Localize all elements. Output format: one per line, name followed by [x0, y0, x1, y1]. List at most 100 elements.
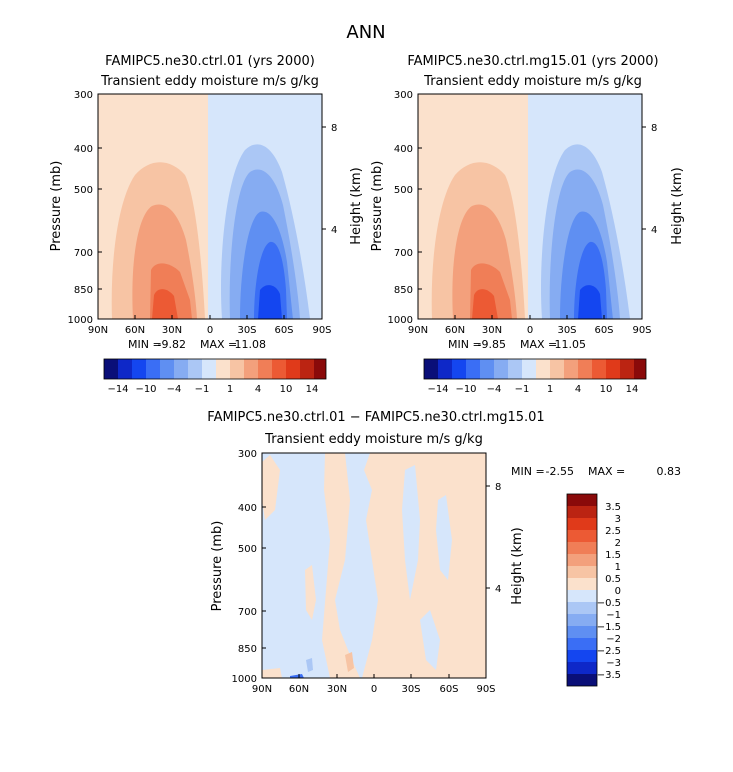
p1-xtick-6: 90S	[312, 325, 331, 336]
p3-pos-5	[262, 668, 282, 678]
figure-title: ANN	[346, 22, 385, 43]
p3-cb-label-14: −3.5	[597, 670, 621, 681]
p2-cb-box-9	[550, 359, 564, 379]
p1-cb-label-7: 14	[306, 384, 319, 395]
p2-cb-box-2	[452, 359, 466, 379]
p3-y2tick-1: 4	[495, 584, 501, 595]
p1-pos-5	[152, 289, 178, 319]
p2-cb-box-4	[480, 359, 494, 379]
p3-cb-label-7: 0	[615, 586, 621, 597]
p3-max-value: 0.83	[657, 465, 682, 478]
p3-xtick-4: 30S	[401, 684, 420, 695]
p2-cb-label-6: 10	[600, 384, 613, 395]
p2-xtick-1: 60N	[445, 325, 465, 336]
p1-cb-box-10	[244, 359, 258, 379]
p2-cb-box-3	[466, 359, 480, 379]
p1-min-label: MIN =	[128, 338, 162, 351]
p2-xtick-5: 60S	[594, 325, 613, 336]
p3-ylabel: Pressure (mb)	[210, 521, 225, 612]
p1-cb-box-9	[230, 359, 244, 379]
p1-xtick-0: 90N	[88, 325, 108, 336]
p2-y2label: Height (km)	[670, 167, 685, 244]
p2-xtick-2: 30N	[482, 325, 502, 336]
p1-cb-box-8	[216, 359, 230, 379]
p1-cb-box-13	[286, 359, 300, 379]
panel-3-contour-field	[262, 453, 486, 678]
p1-cb-box-1	[118, 359, 132, 379]
panel-1-contour-field	[98, 94, 322, 319]
p2-max-value: 11.05	[555, 338, 587, 351]
p3-ytick-1: 400	[238, 503, 257, 514]
p2-cb-box-14	[620, 359, 634, 379]
p3-neg-in-pos-3	[420, 610, 440, 670]
p3-xtick-6: 90S	[476, 684, 495, 695]
p1-cb-box-6	[188, 359, 202, 379]
p1-xtick-5: 60S	[274, 325, 293, 336]
p3-cb-label-3: 2	[615, 538, 621, 549]
p2-cb-box-6	[508, 359, 522, 379]
p1-xtick-4: 30S	[237, 325, 256, 336]
p2-cb-label-0: −14	[427, 384, 448, 395]
panel-1: FAMIPC5.ne30.ctrl.01 (yrs 2000) Transien…	[49, 54, 364, 395]
p2-cb-box-10	[564, 359, 578, 379]
p3-neg-3	[290, 674, 304, 678]
panel-3-title: FAMIPC5.ne30.ctrl.01 − FAMIPC5.ne30.ctrl…	[207, 410, 544, 425]
p1-cb-label-0: −14	[107, 384, 128, 395]
p3-y2tick-0: 8	[495, 482, 501, 493]
p3-neg-2	[306, 658, 313, 672]
p3-ytick-0: 300	[238, 449, 257, 460]
p1-ytick-5: 1000	[68, 315, 93, 326]
p2-cb-box-15	[634, 359, 646, 379]
p1-cb-label-3: −1	[195, 384, 210, 395]
p3-cb-box-8	[567, 590, 597, 602]
p2-cb-box-13	[606, 359, 620, 379]
p1-cb-label-4: 1	[227, 384, 233, 395]
p3-cb-label-12: −2.5	[597, 646, 621, 657]
p2-cb-box-1	[438, 359, 452, 379]
p1-xtick-3: 0	[207, 325, 213, 336]
p3-xtick-1: 60N	[289, 684, 309, 695]
p1-cb-label-1: −10	[135, 384, 156, 395]
p3-xtick-5: 60S	[439, 684, 458, 695]
p3-cb-label-4: 1.5	[605, 550, 621, 561]
p3-ytick-3: 700	[238, 607, 257, 618]
p2-y2tick-0: 8	[651, 123, 657, 134]
p3-cb-label-0: 3.5	[605, 502, 621, 513]
p1-xtick-1: 60N	[125, 325, 145, 336]
p3-cb-box-9	[567, 602, 597, 614]
p2-ytick-5: 1000	[388, 315, 413, 326]
p3-ytick-4: 850	[238, 644, 257, 655]
p1-ytick-3: 700	[74, 248, 93, 259]
p1-cb-box-11	[258, 359, 272, 379]
panel-3: FAMIPC5.ne30.ctrl.01 − FAMIPC5.ne30.ctrl…	[207, 410, 681, 695]
p3-pos-2	[322, 453, 360, 678]
p3-cb-label-13: −3	[606, 658, 621, 669]
p2-xtick-0: 90N	[408, 325, 428, 336]
p1-ylabel: Pressure (mb)	[49, 161, 64, 252]
p3-y2label: Height (km)	[510, 527, 525, 604]
p1-y2tick-0: 8	[331, 123, 337, 134]
p3-cb-label-11: −2	[606, 634, 621, 645]
p3-max-label: MAX =	[588, 465, 625, 478]
p1-min-value: -9.82	[158, 338, 186, 351]
p1-cb-box-4	[160, 359, 174, 379]
p1-ytick-1: 400	[74, 144, 93, 155]
p3-cb-label-8: −0.5	[597, 598, 621, 609]
p1-cb-box-12	[272, 359, 286, 379]
p3-min-label: MIN =	[511, 465, 545, 478]
panel-2: FAMIPC5.ne30.ctrl.mg15.01 (yrs 2000) Tra…	[370, 54, 685, 395]
p3-cb-box-13	[567, 650, 597, 662]
p3-ticks	[261, 452, 490, 679]
p2-cb-box-7	[522, 359, 536, 379]
p1-y2label: Height (km)	[349, 167, 364, 244]
p3-cb-label-2: 2.5	[605, 526, 621, 537]
p3-cb-label-10: −1.5	[597, 622, 621, 633]
p3-cb-box-0	[567, 494, 597, 506]
p2-ytick-4: 850	[394, 285, 413, 296]
p3-ytick-5: 1000	[232, 674, 257, 685]
panel-3-subtitle: Transient eddy moisture m/s g/kg	[264, 432, 483, 447]
p1-xtick-2: 30N	[162, 325, 182, 336]
p1-cb-box-14	[300, 359, 314, 379]
p3-cb-box-15	[567, 674, 597, 686]
